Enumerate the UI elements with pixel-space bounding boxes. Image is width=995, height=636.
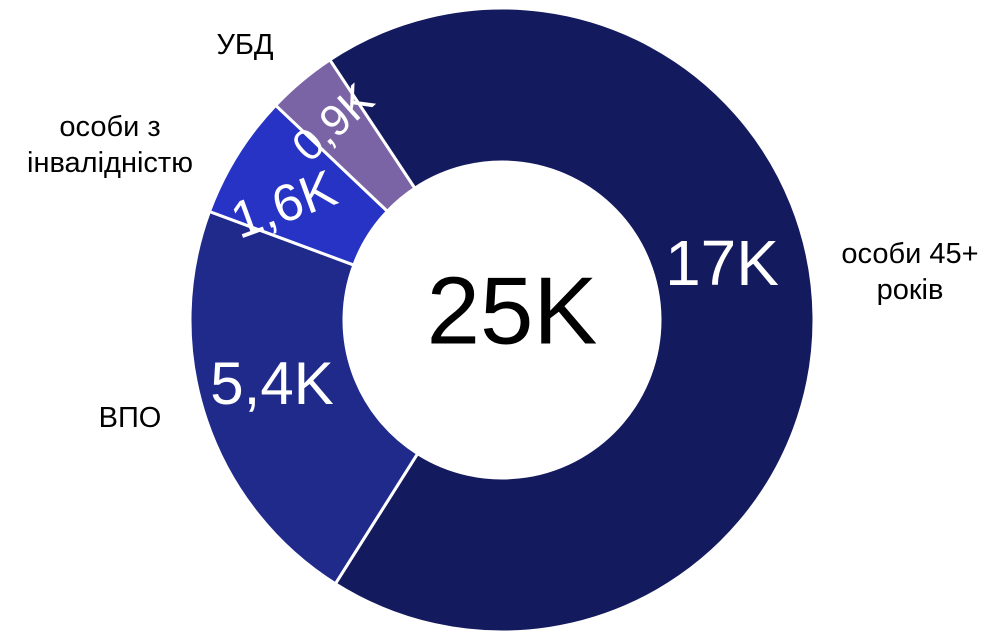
category-label: особи 45+ років (841, 238, 979, 306)
value-label: 5,4K (210, 350, 333, 417)
donut-segment (327, 6, 816, 634)
value-label: 17K (665, 227, 779, 299)
donut-segment (188, 209, 420, 586)
category-label: ВПО (98, 402, 162, 434)
category-label: особи з інвалідністю (27, 111, 193, 179)
category-label: УБД (216, 29, 274, 61)
center-total: 25K (427, 257, 598, 364)
donut-segment (273, 57, 417, 214)
